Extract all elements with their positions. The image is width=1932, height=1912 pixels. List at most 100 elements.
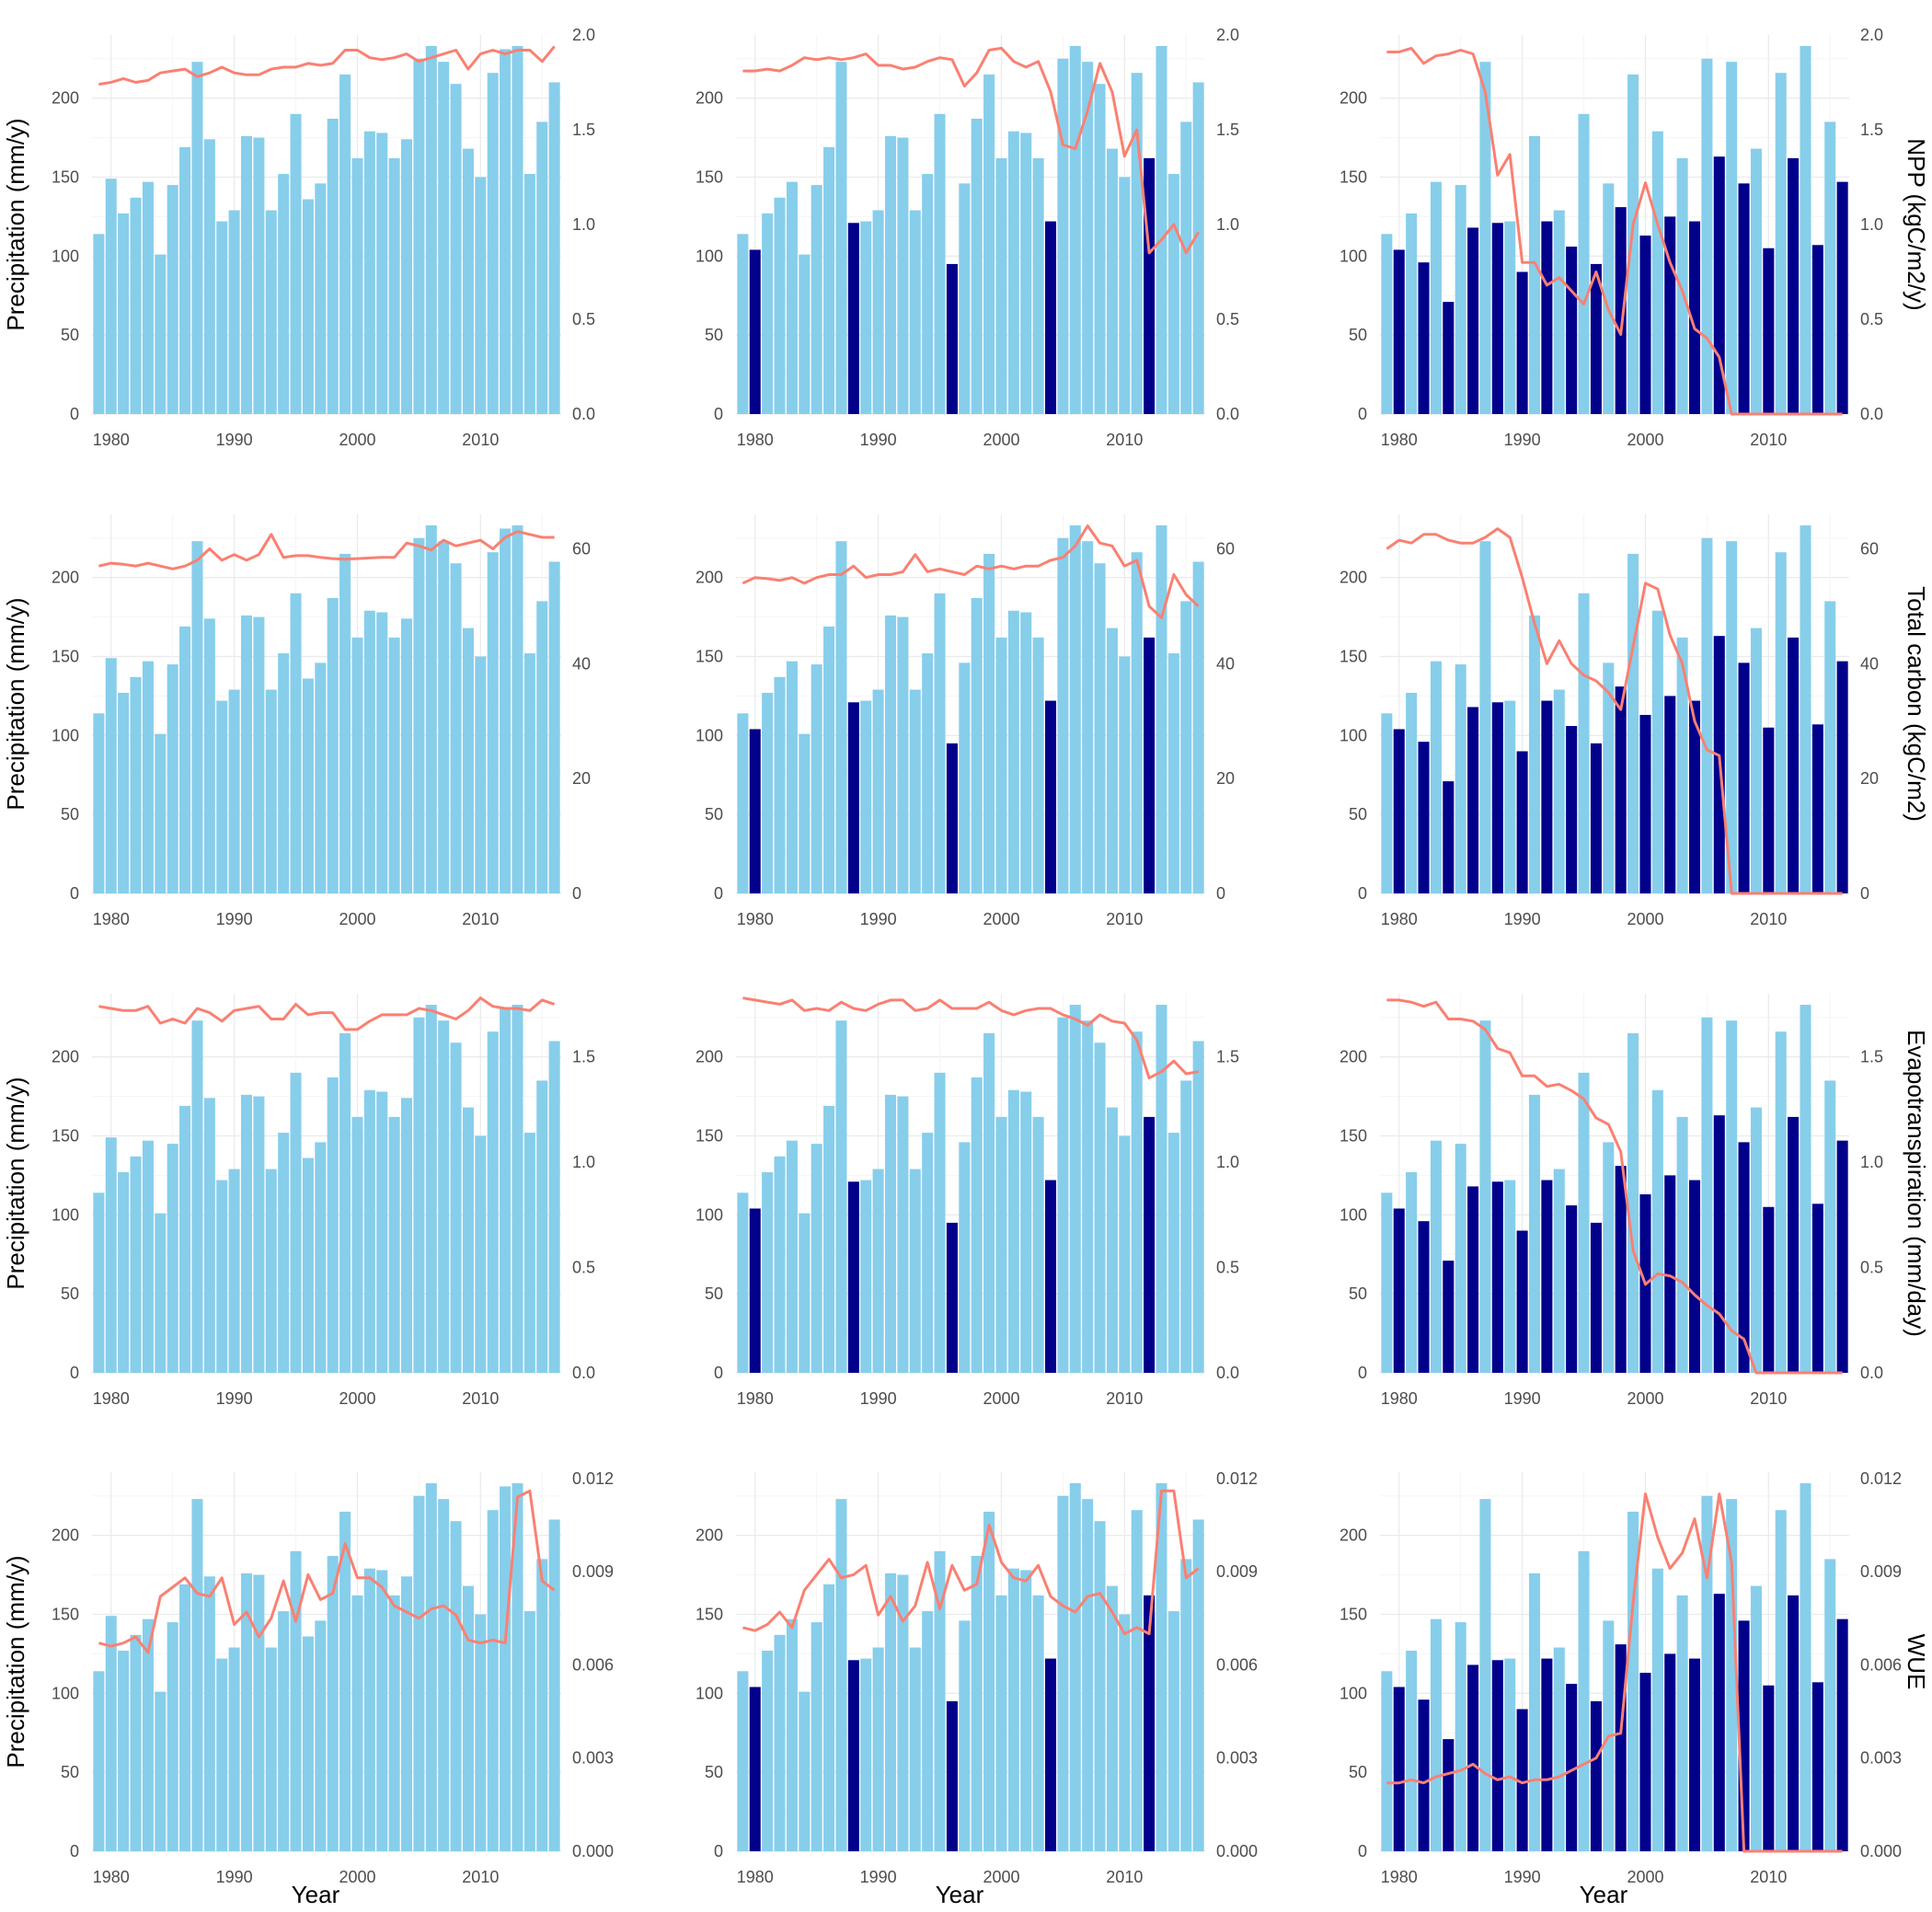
r2-c2-xtick: 2010 xyxy=(1106,910,1143,928)
r1-c3-precip-bar xyxy=(1726,62,1738,414)
r1-c3-drought-bar xyxy=(1418,262,1430,414)
r2-c3-precip-bar xyxy=(1701,537,1713,893)
r4-c1-ytick-right: 0.012 xyxy=(572,1469,614,1488)
r1-c1-ytick-right: 1.0 xyxy=(572,215,595,234)
r3-c3-drought-bar xyxy=(1541,1180,1553,1373)
r4-c1-precip-bar xyxy=(118,1650,130,1851)
r2-c2-precip-bar xyxy=(884,615,897,893)
r4-c1-precip-bar xyxy=(450,1521,462,1851)
r3-c3-xtick: 1990 xyxy=(1504,1389,1541,1408)
r3-c2-precip-bar xyxy=(1167,1133,1179,1373)
r3-c3-ytick-left: 50 xyxy=(1349,1284,1367,1303)
r4-c2-precip-bar xyxy=(1167,1611,1179,1851)
r3-c1-precip-bar xyxy=(327,1077,339,1373)
r4-c2-ytick-right: 0.003 xyxy=(1216,1749,1258,1768)
r2-c2-precip-bar xyxy=(897,616,909,893)
r1-c2-drought-bar xyxy=(1144,157,1156,414)
r4-c2-precip-bar xyxy=(1082,1499,1094,1851)
r4-c2-xtick: 1980 xyxy=(737,1868,774,1886)
r3-c3-ytick-left: 0 xyxy=(1358,1364,1367,1382)
r1-c3-ytick-left: 100 xyxy=(1340,247,1367,265)
r3-c2-ytick-right: 1.0 xyxy=(1216,1153,1239,1171)
r3-c1-ytick-left: 100 xyxy=(52,1205,79,1224)
r3-c1-precip-bar xyxy=(265,1169,277,1373)
r2-c1-precip-bar xyxy=(179,626,191,893)
r4-c2-xlabel: Year xyxy=(936,1881,984,1908)
r4-c1-precip-bar xyxy=(351,1595,363,1851)
r2-c3-drought-bar xyxy=(1443,781,1455,893)
r2-c1-precip-bar xyxy=(290,593,302,893)
r3-c3-precip-bar xyxy=(1775,1031,1787,1373)
r4-c1-precip-bar xyxy=(93,1671,105,1851)
r3-c1-precip-bar xyxy=(425,1005,437,1373)
r1-c2-precip-bar xyxy=(1020,132,1032,414)
r4-c1-precip-bar xyxy=(500,1486,512,1851)
r2-c2-precip-bar xyxy=(762,692,774,893)
r4-c2-precip-bar xyxy=(762,1650,774,1851)
r1-c1-precip-bar xyxy=(290,113,302,414)
r3-c3-precip-bar xyxy=(1824,1080,1836,1373)
r4-c2-precip-bar xyxy=(971,1555,983,1851)
r3-c1-precip-bar xyxy=(278,1133,290,1373)
r4-c2-precip-bar xyxy=(909,1647,921,1851)
r2-c2-precip-bar xyxy=(934,593,946,893)
r1-c3-drought-bar xyxy=(1811,245,1823,414)
r2-c3-response-line xyxy=(1386,527,1843,895)
r2-c2-precip-bar xyxy=(860,700,872,893)
r2-c1-precip-bar xyxy=(302,678,314,893)
r1-c2-precip-bar xyxy=(959,183,971,414)
r3-c2-xtick: 1980 xyxy=(737,1389,774,1408)
r3-c3-precip-bar xyxy=(1479,1020,1491,1373)
r1-c1-precip-bar xyxy=(450,84,462,414)
r4-c3-drought-bar xyxy=(1615,1644,1627,1851)
r4-c1-ytick-right: 0.006 xyxy=(572,1655,614,1674)
r1-c3-ytick-left: 0 xyxy=(1358,405,1367,423)
r1-c1-xtick: 1980 xyxy=(93,431,130,449)
r3-c3-ytick-left: 200 xyxy=(1340,1048,1367,1066)
r3-c2-drought-bar xyxy=(1144,1116,1156,1373)
r2-c1-ylabel-left: Precipitation (mm/y) xyxy=(2,597,29,810)
r3-c3-drought-bar xyxy=(1491,1181,1503,1373)
r4-c1-ytick-left: 200 xyxy=(52,1526,79,1545)
r4-c1-precip-bar xyxy=(315,1620,327,1851)
r4-c1-precip-bar xyxy=(523,1611,535,1851)
r3-c1-precip-bar xyxy=(179,1105,191,1373)
r2-c3-drought-bar xyxy=(1836,661,1848,893)
r3-c2-ytick-left: 50 xyxy=(705,1284,723,1303)
r1-c2-ytick-left: 50 xyxy=(705,326,723,344)
r3-c2-ytick-right: 0.0 xyxy=(1216,1364,1239,1382)
r2-c2-ytick-right: 0 xyxy=(1216,884,1225,903)
r2-c3-precip-bar xyxy=(1528,615,1541,893)
r3-c1-xtick: 2010 xyxy=(462,1389,499,1408)
r4-c3-drought-bar xyxy=(1763,1685,1775,1851)
r1-c2-drought-bar xyxy=(1044,221,1057,414)
r3-c2-precip-bar xyxy=(1020,1091,1032,1373)
r1-c2-precip-bar xyxy=(1180,121,1192,414)
r2-c3-ytick-right: 20 xyxy=(1860,769,1879,788)
r2-c1-precip-bar xyxy=(438,541,450,893)
r3-c3-drought-bar xyxy=(1788,1116,1800,1373)
r1-c2-precip-bar xyxy=(1007,131,1019,414)
r3-c3-ytick-left: 100 xyxy=(1340,1205,1367,1224)
r2-c3-precip-bar xyxy=(1578,593,1590,893)
r4-c1-ytick-left: 100 xyxy=(52,1684,79,1702)
r2-c3-ytick-right: 0 xyxy=(1860,884,1869,903)
r4-c2-precip-bar xyxy=(1119,1614,1131,1851)
r2-c1-precip-bar xyxy=(351,637,363,893)
r4-c3-ytick-left: 150 xyxy=(1340,1606,1367,1624)
r3-c1-ylabel-left: Precipitation (mm/y) xyxy=(2,1077,29,1289)
r2-c2-ytick-left: 0 xyxy=(714,884,723,903)
r4-c1-precip-bar xyxy=(438,1499,450,1851)
r1-c1-precip-bar xyxy=(523,174,535,415)
r3-c1-precip-bar xyxy=(302,1158,314,1373)
r1-c3-precip-bar xyxy=(1578,113,1590,414)
r4-c3-precip-bar xyxy=(1775,1510,1787,1851)
r1-c1-precip-bar xyxy=(363,131,375,414)
r4-c2-precip-bar xyxy=(860,1658,872,1851)
r4-c1-ytick-right: 0.009 xyxy=(572,1562,614,1581)
r4-c2-precip-bar xyxy=(1180,1559,1192,1851)
r2-c3-precip-bar xyxy=(1824,601,1836,893)
r4-c1-xtick: 1980 xyxy=(93,1868,130,1886)
r1-c1-xtick: 2000 xyxy=(339,431,375,449)
r1-c3-precip-bar xyxy=(1528,135,1541,414)
